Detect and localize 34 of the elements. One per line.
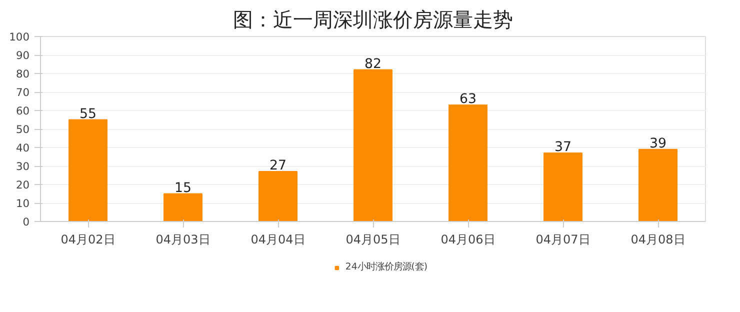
data-label: 15 [174, 180, 192, 196]
data-label: 37 [554, 140, 572, 156]
bar [544, 152, 582, 222]
x-tick-label: 04月08日 [630, 232, 686, 246]
x-tick-label: 04月03日 [156, 232, 210, 246]
y-tick-label: 80 [16, 68, 30, 80]
y-tick-label: 0 [22, 216, 30, 228]
x-tick-label: 04月05日 [346, 232, 400, 246]
y-tick-label: 90 [16, 49, 30, 62]
legend-label: 24小时涨价房源(套) [345, 260, 428, 274]
bar [448, 104, 488, 222]
chart-title: 图：近一周深圳涨价房源量走势 [233, 8, 513, 32]
y-tick-label: 40 [16, 142, 30, 154]
x-tick-label: 04月06日 [440, 232, 496, 246]
y-tick-label: 70 [16, 86, 30, 99]
data-label: 63 [460, 92, 476, 107]
y-tick-label: 100 [9, 30, 30, 44]
y-tick-label: 20 [16, 178, 30, 192]
x-tick-label: 04月02日 [60, 232, 116, 246]
x-tick-label: 04月04日 [250, 232, 306, 246]
bar [354, 69, 392, 222]
y-tick-label: 60 [16, 104, 30, 118]
y-tick-label: 10 [16, 197, 30, 210]
data-label: 27 [270, 158, 286, 174]
x-tick-label: 04月07日 [536, 232, 590, 246]
bar [258, 171, 298, 222]
data-label: 55 [80, 106, 96, 122]
bar [638, 148, 678, 222]
bar [164, 193, 202, 222]
bar [68, 119, 108, 222]
data-label: 39 [650, 136, 666, 152]
y-tick-label: 30 [16, 160, 30, 173]
y-tick-label: 50 [16, 123, 30, 136]
data-label: 82 [364, 56, 382, 72]
